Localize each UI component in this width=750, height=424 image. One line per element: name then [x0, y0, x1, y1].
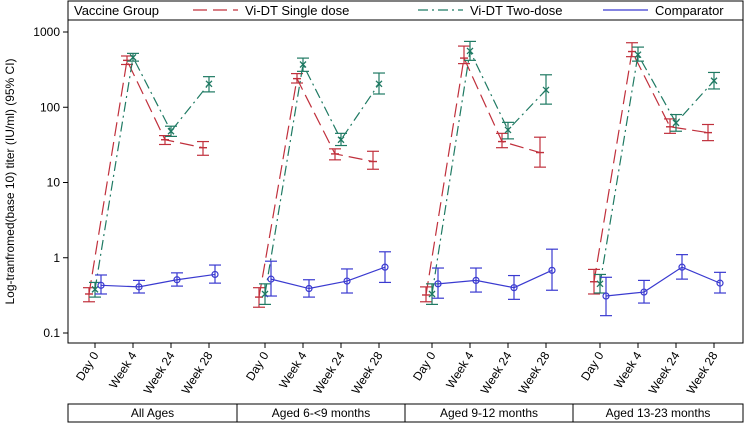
x-tick-label: Day 0: [578, 349, 607, 383]
legend-box: [67, 0, 744, 21]
y-tick-label: 1: [53, 251, 60, 265]
panel-label: Aged 6-<9 months: [272, 406, 370, 420]
series-0: [83, 42, 714, 308]
data-point: [716, 279, 724, 287]
legend-title: Vaccine Group: [74, 3, 159, 18]
data-point: [548, 266, 556, 274]
series-line: [605, 266, 721, 297]
data-point: [129, 53, 137, 61]
data-point: [678, 263, 686, 271]
y-tick-label: 0.1: [43, 326, 60, 340]
series-line: [88, 58, 204, 295]
x-tick-label: Week 24: [478, 349, 515, 397]
x-tick-label: Week 4: [443, 349, 476, 391]
legend-entry: Vi-DT Two-dose: [470, 3, 563, 18]
series-2: [95, 248, 726, 317]
series-line: [270, 266, 386, 290]
data-point: [337, 136, 345, 144]
series-line: [425, 56, 541, 296]
data-point: [173, 276, 181, 284]
data-point: [640, 288, 648, 296]
data-point: [97, 281, 105, 289]
y-tick-label: 100: [40, 100, 60, 114]
data-point: [375, 80, 383, 88]
panel-label: Aged 13-23 months: [606, 406, 711, 420]
data-point: [466, 47, 474, 55]
data-point: [305, 284, 313, 293]
y-axis: 0.1 1 10 100 1000 Log-tranfromed(base 10) tit…: [3, 25, 721, 397]
legend-entry: Comparator: [655, 3, 724, 18]
x-tick-label: Week 28: [516, 349, 553, 397]
legend: Vaccine Group Vi-DT Single dose Vi-DT Two-…: [67, 0, 744, 21]
y-tick-label: 1000: [33, 25, 60, 39]
x-tick-label: Week 4: [276, 349, 309, 391]
series-line: [599, 52, 715, 284]
y-axis-label: Log-tranfromed(base 10) titer (IU/ml) (9…: [3, 58, 17, 304]
x-tick-label: Week 24: [141, 349, 178, 397]
data-point: [381, 263, 389, 271]
panel-box: [572, 403, 744, 423]
data-point: [634, 51, 642, 59]
x-tick-label: Week 28: [684, 349, 721, 397]
data-point: [434, 280, 442, 288]
data-point: [211, 270, 219, 279]
data-point: [91, 285, 99, 293]
x-tick-label: Week 4: [106, 349, 139, 391]
data-point: [135, 283, 143, 291]
data-point: [428, 290, 436, 298]
legend-entry: Vi-DT Single dose: [245, 3, 349, 18]
plot-area: [67, 19, 744, 344]
data-point: [710, 77, 718, 85]
series-1: [89, 40, 720, 305]
x-tick-label: Week 28: [179, 349, 216, 397]
series-line: [593, 49, 709, 282]
x-tick-label: Week 4: [611, 349, 644, 391]
series-line: [94, 55, 210, 290]
data-point: [205, 80, 213, 88]
data-point: [267, 275, 275, 283]
data-point: [542, 86, 550, 94]
panel-labels: All Ages Aged 6-<9 months Aged 9-12 months…: [67, 403, 744, 423]
x-tick-label: Week 24: [311, 349, 348, 397]
data-point: [602, 292, 610, 300]
data-point: [510, 284, 518, 292]
y-tick-label: 10: [47, 176, 61, 190]
x-tick-label: Day 0: [243, 349, 272, 383]
panel-label: Aged 9-12 months: [440, 406, 538, 420]
series-line: [100, 273, 216, 288]
data-point: [504, 126, 512, 134]
series-line: [258, 76, 374, 298]
panel-label: All Ages: [131, 406, 174, 420]
data-point: [672, 119, 680, 127]
series-line: [264, 62, 380, 295]
x-tick-label: Week 28: [349, 349, 386, 397]
x-tick-label: Day 0: [73, 349, 102, 383]
x-tick-label: Day 0: [410, 349, 439, 383]
data-point: [596, 280, 604, 288]
x-tick-label: Week 24: [646, 349, 683, 397]
series-line: [431, 48, 547, 295]
data-point: [472, 276, 480, 285]
data-point: [299, 61, 307, 68]
data-point: [167, 127, 175, 135]
data-point: [343, 277, 351, 285]
series-line: [437, 269, 553, 289]
